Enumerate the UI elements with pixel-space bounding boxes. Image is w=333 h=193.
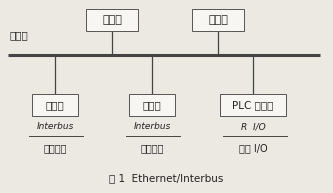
Text: 现场总线: 现场总线 [140,143,164,153]
Text: 远程 I/O: 远程 I/O [239,143,267,153]
Text: R  I/O: R I/O [241,122,265,131]
Text: PLC 控制器: PLC 控制器 [232,100,274,110]
Text: 控制器: 控制器 [46,100,64,110]
Text: Interbus: Interbus [133,122,171,131]
Text: 现场总线: 现场总线 [43,143,67,153]
Bar [32,94,78,116]
Text: 控制器: 控制器 [143,100,162,110]
Bar [192,9,244,31]
Text: 计算机: 计算机 [208,15,228,25]
Text: 服务器: 服务器 [102,15,122,25]
Bar [129,94,175,116]
Text: 以太网: 以太网 [10,30,29,40]
Text: 图 1  Ethernet/Interbus: 图 1 Ethernet/Interbus [109,173,223,183]
Bar [220,94,286,116]
Text: Interbus: Interbus [36,122,74,131]
Bar [86,9,138,31]
